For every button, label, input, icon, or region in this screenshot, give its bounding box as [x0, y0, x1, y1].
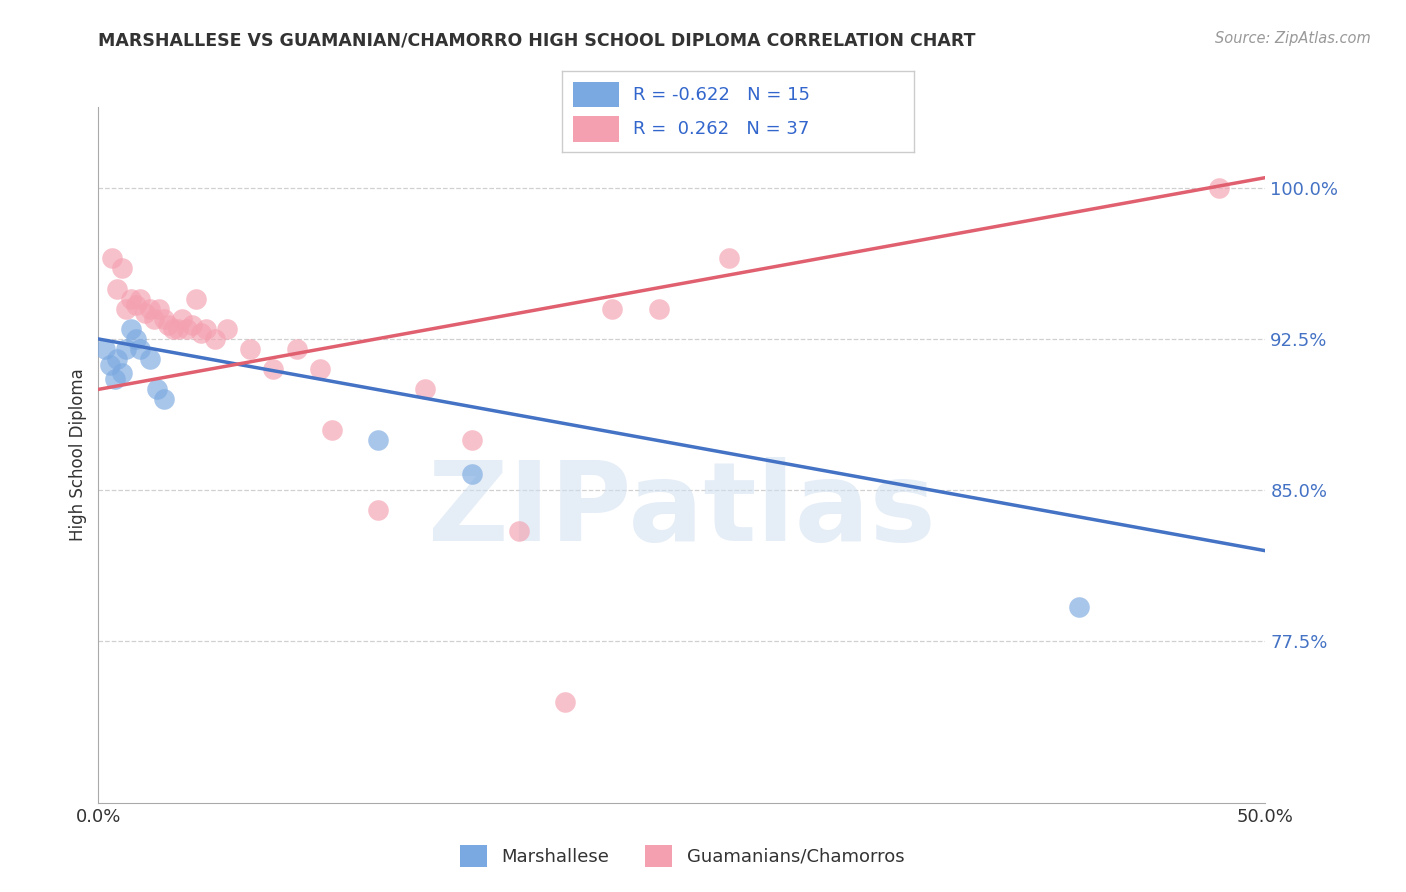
FancyBboxPatch shape: [574, 116, 619, 142]
Point: [413, 383, 436, 397]
Point: [125, 298, 148, 312]
Point: [152, 311, 174, 326]
Point: [152, 392, 174, 407]
Point: [111, 261, 134, 276]
FancyBboxPatch shape: [574, 82, 619, 108]
Text: R =  0.262   N = 37: R = 0.262 N = 37: [633, 120, 808, 138]
Point: [105, 281, 128, 295]
Point: [647, 301, 669, 316]
Point: [120, 292, 142, 306]
Point: [215, 322, 238, 336]
Point: [115, 342, 138, 356]
Point: [139, 352, 162, 367]
Point: [461, 467, 484, 481]
Point: [194, 322, 217, 336]
Point: [367, 503, 389, 517]
Point: [120, 322, 142, 336]
Point: [461, 433, 484, 447]
Point: [321, 423, 343, 437]
Point: [105, 352, 128, 367]
Point: [146, 383, 169, 397]
Text: Source: ZipAtlas.com: Source: ZipAtlas.com: [1215, 31, 1371, 46]
Point: [717, 252, 740, 266]
Point: [148, 301, 170, 316]
Text: ZIPatlas: ZIPatlas: [427, 457, 936, 564]
Point: [262, 362, 284, 376]
Point: [204, 332, 226, 346]
Point: [143, 311, 166, 326]
Point: [600, 301, 623, 316]
Point: [111, 366, 134, 380]
Point: [94, 342, 117, 356]
Point: [115, 301, 138, 316]
Point: [285, 342, 308, 356]
Point: [166, 322, 188, 336]
Point: [186, 292, 208, 306]
Point: [104, 372, 127, 386]
Point: [180, 318, 202, 332]
Point: [1208, 180, 1230, 194]
Point: [101, 252, 124, 266]
Legend: Marshallese, Guamanians/Chamorros: Marshallese, Guamanians/Chamorros: [453, 838, 911, 874]
Text: R = -0.622   N = 15: R = -0.622 N = 15: [633, 86, 810, 103]
Point: [172, 311, 194, 326]
Point: [309, 362, 332, 376]
Point: [367, 433, 389, 447]
Y-axis label: High School Diploma: High School Diploma: [69, 368, 87, 541]
Point: [98, 358, 121, 372]
Point: [139, 301, 162, 316]
Point: [176, 322, 198, 336]
Point: [162, 322, 184, 336]
Point: [554, 695, 576, 709]
Point: [1067, 600, 1090, 615]
Point: [134, 306, 156, 320]
Point: [129, 292, 152, 306]
Point: [125, 332, 148, 346]
Point: [190, 326, 212, 340]
Text: MARSHALLESE VS GUAMANIAN/CHAMORRO HIGH SCHOOL DIPLOMA CORRELATION CHART: MARSHALLESE VS GUAMANIAN/CHAMORRO HIGH S…: [98, 31, 976, 49]
Point: [129, 342, 152, 356]
Point: [508, 524, 530, 538]
Point: [239, 342, 262, 356]
Point: [157, 318, 180, 332]
